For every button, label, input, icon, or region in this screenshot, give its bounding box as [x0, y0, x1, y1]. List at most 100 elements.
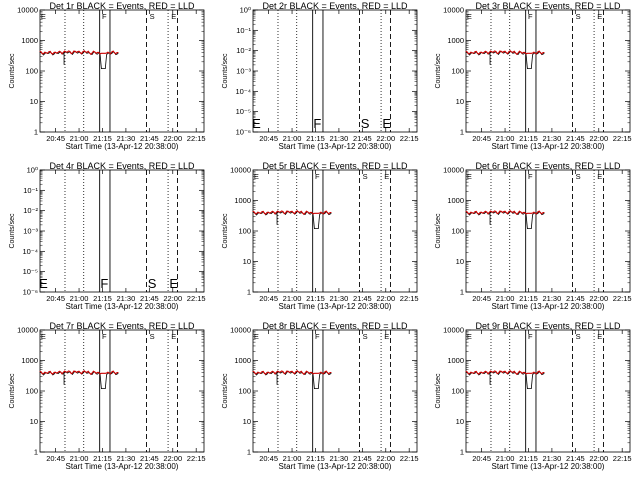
det-5r-marker-e: E — [384, 172, 389, 181]
det-6r-ytick-label: 1 — [460, 288, 464, 297]
det-7r-marker-e: E — [171, 332, 176, 341]
det-6r-marker-e: E — [597, 172, 602, 181]
det-1r-ytick-label: 1 — [34, 128, 38, 137]
det-4r-panel: Det 4r BLACK = Events, RED = LLD 10⁻⁶ 10⁻⁵… — [9, 161, 206, 311]
det-1r-ytick-label: 100 — [25, 67, 38, 76]
det-2r-xlabel: Start Time (13-Apr-12 20:38:00) — [279, 142, 392, 151]
det-7r-panel: Det 7r BLACK = Events, RED = LLD 1 10 100 10… — [9, 321, 206, 471]
det-6r-marker-f: F — [528, 172, 533, 181]
det-3r-marker-e: E — [597, 12, 602, 21]
det-6r-xtick-label: 21:45 — [566, 294, 585, 303]
det-4r-title: Det 4r BLACK = Events, RED = LLD — [49, 161, 195, 171]
det-9r-xtick-label: 21:15 — [519, 454, 538, 463]
det-2r-marker-f: F — [313, 116, 321, 131]
det-2r-panel: Det 2r BLACK = Events, RED = LLD 10⁻⁶ 10⁻⁵… — [222, 1, 419, 151]
det-1r-series-lld — [39, 50, 119, 56]
det-9r-xtick-label: 21:45 — [566, 454, 585, 463]
det-5r-xtick-label: 21:15 — [306, 294, 325, 303]
det-7r-ytick-label: 100 — [25, 387, 38, 396]
det-7r-ytick-label: 1 — [34, 448, 38, 457]
det-3r-ytick-label: 1 — [460, 128, 464, 137]
det-4r-marker-e: E — [169, 276, 178, 291]
det-3r-series-events — [465, 50, 545, 69]
det-8r-ytick-label: 100 — [238, 387, 251, 396]
det-9r-ytick-label: 1 — [460, 448, 464, 457]
det-4r-marker-f: F — [100, 276, 108, 291]
det-9r-xtick-label: 22:00 — [589, 454, 608, 463]
det-1r-marker-e: E — [171, 12, 176, 21]
det-1r-title: Det 1r BLACK = Events, RED = LLD — [49, 1, 195, 11]
det-4r-ytick-label: 10⁻⁴ — [22, 247, 38, 256]
det-8r-xtick-label: 22:15 — [400, 454, 419, 463]
det-7r-xtick-label: 22:00 — [163, 454, 182, 463]
det-7r-series-lld — [39, 370, 119, 376]
det-5r-marker-e: E — [254, 172, 259, 181]
det-9r-panel: Det 9r BLACK = Events, RED = LLD 1 10 100 10… — [435, 321, 632, 471]
det-5r-xlabel: Start Time (13-Apr-12 20:38:00) — [279, 302, 392, 311]
det-6r-ylabel: Counts/sec — [435, 213, 442, 249]
det-1r-panel: Det 1r BLACK = Events, RED = LLD 1 10 100 10… — [9, 1, 206, 151]
det-3r-marker-e: E — [467, 12, 472, 21]
det-7r-xtick-label: 22:15 — [187, 454, 206, 463]
det-6r-marker-s: S — [576, 172, 581, 181]
det-4r-marker-s: S — [148, 276, 157, 291]
det-2r-title: Det 2r BLACK = Events, RED = LLD — [262, 1, 408, 11]
det-3r-xtick-label: 20:45 — [472, 134, 491, 143]
det-5r-xtick-label: 22:15 — [400, 294, 419, 303]
det-2r-xtick-label: 21:45 — [353, 134, 372, 143]
det-9r-series-lld — [465, 370, 545, 376]
det-5r-ytick-label: 10 — [243, 257, 251, 266]
det-8r-marker-e: E — [254, 332, 259, 341]
det-5r-ytick-label: 1 — [247, 288, 251, 297]
det-1r-marker-f: F — [102, 12, 107, 21]
det-3r-series-lld — [465, 50, 545, 56]
det-8r-xtick-label: 21:30 — [330, 454, 349, 463]
det-7r-marker-e: E — [41, 332, 46, 341]
det-3r-ytick-label: 1000 — [447, 36, 464, 45]
det-4r-xtick-label: 21:00 — [70, 294, 89, 303]
det-5r-xtick-label: 22:00 — [376, 294, 395, 303]
det-6r-xtick-label: 22:15 — [613, 294, 632, 303]
det-8r-xtick-label: 22:00 — [376, 454, 395, 463]
det-2r-ytick-label: 10⁻⁵ — [236, 107, 251, 116]
det-2r-xtick-label: 21:00 — [283, 134, 302, 143]
det-6r-title: Det 6r BLACK = Events, RED = LLD — [475, 161, 621, 171]
det-9r-series-events — [465, 370, 545, 390]
det-3r-ytick-label: 100 — [451, 67, 464, 76]
det-9r-ytick-label: 100 — [451, 387, 464, 396]
det-1r-xtick-label: 21:15 — [93, 134, 112, 143]
det-3r-xtick-label: 22:15 — [613, 134, 632, 143]
det-7r-ylabel: Counts/sec — [9, 373, 16, 409]
det-3r-ytick-label: 10000 — [443, 6, 464, 15]
det-3r-xtick-label: 21:45 — [566, 134, 585, 143]
det-7r-xtick-label: 20:45 — [46, 454, 65, 463]
det-6r-ytick-label: 10000 — [443, 166, 464, 175]
det-1r-xtick-label: 21:00 — [70, 134, 89, 143]
det-1r-xlabel: Start Time (13-Apr-12 20:38:00) — [66, 142, 179, 151]
det-8r-marker-e: E — [384, 332, 389, 341]
det-4r-xtick-label: 22:00 — [163, 294, 182, 303]
det-8r-xtick-label: 21:15 — [306, 454, 325, 463]
det-5r-series-events — [252, 210, 332, 230]
det-1r-marker-s: S — [150, 12, 155, 21]
det-3r-xtick-label: 21:00 — [496, 134, 515, 143]
det-1r-xtick-label: 22:15 — [187, 134, 206, 143]
det-5r-title: Det 5r BLACK = Events, RED = LLD — [262, 161, 408, 171]
det-6r-panel: Det 6r BLACK = Events, RED = LLD 1 10 100 10… — [435, 161, 632, 311]
det-7r-ytick-label: 10000 — [17, 326, 38, 335]
det-7r-xtick-label: 21:15 — [93, 454, 112, 463]
det-3r-panel: Det 3r BLACK = Events, RED = LLD 1 10 100 10… — [435, 1, 632, 151]
det-4r-marker-e: E — [39, 276, 48, 291]
det-5r-panel: Det 5r BLACK = Events, RED = LLD 1 10 100 10… — [222, 161, 419, 311]
det-4r-ytick-label: 10⁻⁶ — [23, 288, 38, 297]
det-5r-series-lld — [252, 210, 332, 216]
det-9r-xtick-label: 21:00 — [496, 454, 515, 463]
det-2r-marker-s: S — [361, 116, 370, 131]
det-4r-xlabel: Start Time (13-Apr-12 20:38:00) — [66, 302, 179, 311]
det-9r-marker-e: E — [597, 332, 602, 341]
det-6r-ytick-label: 1000 — [447, 196, 464, 205]
det-4r-ytick-label: 10⁻³ — [23, 227, 38, 236]
det-4r-xtick-label: 21:45 — [140, 294, 159, 303]
det-2r-ylabel: Counts/sec — [222, 53, 229, 89]
